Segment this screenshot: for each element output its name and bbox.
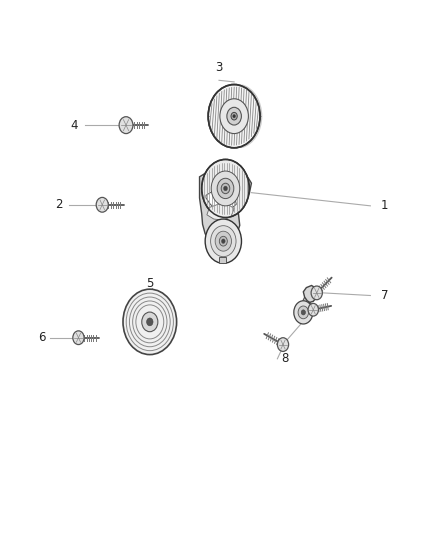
Text: 2: 2 xyxy=(55,198,63,211)
Polygon shape xyxy=(207,204,234,220)
Circle shape xyxy=(142,312,158,332)
Circle shape xyxy=(211,225,236,257)
Text: 7: 7 xyxy=(381,289,389,302)
Polygon shape xyxy=(301,297,313,319)
Circle shape xyxy=(96,197,108,212)
Circle shape xyxy=(217,178,234,199)
Polygon shape xyxy=(206,190,236,211)
Text: 4: 4 xyxy=(71,119,78,132)
Circle shape xyxy=(211,171,240,206)
Circle shape xyxy=(221,183,230,193)
Circle shape xyxy=(231,112,237,120)
Circle shape xyxy=(308,303,318,316)
Text: 8: 8 xyxy=(282,352,289,365)
Text: 1: 1 xyxy=(381,199,389,212)
Polygon shape xyxy=(299,302,313,319)
Text: 3: 3 xyxy=(215,61,223,74)
Bar xyxy=(219,257,226,263)
Circle shape xyxy=(208,85,260,148)
Circle shape xyxy=(301,310,305,315)
Circle shape xyxy=(123,289,177,354)
Circle shape xyxy=(147,318,153,326)
Circle shape xyxy=(294,301,313,324)
Circle shape xyxy=(215,231,232,251)
Text: 6: 6 xyxy=(38,331,46,344)
Circle shape xyxy=(233,115,236,118)
Circle shape xyxy=(277,338,289,351)
Circle shape xyxy=(311,286,322,300)
Circle shape xyxy=(227,107,241,125)
Polygon shape xyxy=(200,166,251,244)
Circle shape xyxy=(73,331,84,344)
Text: 5: 5 xyxy=(146,277,153,290)
Circle shape xyxy=(219,236,227,246)
Circle shape xyxy=(298,306,308,319)
Circle shape xyxy=(220,99,248,134)
Circle shape xyxy=(119,117,133,134)
Circle shape xyxy=(205,219,241,263)
Circle shape xyxy=(223,186,227,191)
Polygon shape xyxy=(304,286,317,302)
Circle shape xyxy=(222,239,225,244)
Circle shape xyxy=(202,159,249,217)
